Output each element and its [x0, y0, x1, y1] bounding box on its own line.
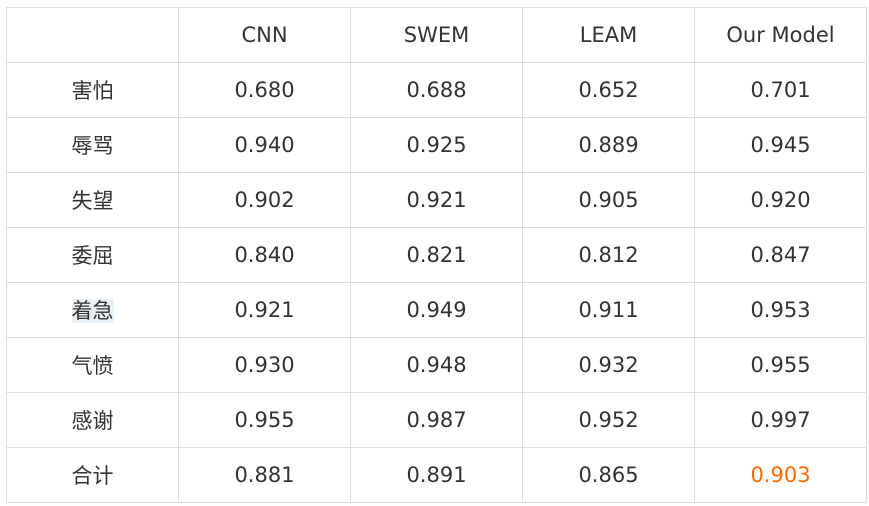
header-cell: LEAM: [522, 7, 695, 63]
value-cell: 0.688: [350, 62, 523, 118]
value-cell: 0.921: [350, 172, 523, 228]
header-cell: CNN: [178, 7, 351, 63]
value-cell: 0.987: [350, 392, 523, 448]
value-cell: 0.680: [178, 62, 351, 118]
data-row: 害怕 0.680 0.688 0.652 0.701: [6, 62, 867, 118]
value-cell: 0.889: [522, 117, 695, 173]
row-label: 气愤: [6, 337, 179, 393]
value-cell: 0.920: [694, 172, 867, 228]
value-cell: 0.847: [694, 227, 867, 283]
header-cell: SWEM: [350, 7, 523, 63]
row-label: 辱骂: [6, 117, 179, 173]
value-cell: 0.953: [694, 282, 867, 338]
value-cell: 0.902: [178, 172, 351, 228]
value-cell: 0.821: [350, 227, 523, 283]
row-label: 合计: [6, 447, 179, 503]
value-cell: 0.891: [350, 447, 523, 503]
value-cell: 0.949: [350, 282, 523, 338]
row-label: 着急: [6, 282, 179, 338]
value-cell: 0.840: [178, 227, 351, 283]
value-cell: 0.940: [178, 117, 351, 173]
value-cell: 0.997: [694, 392, 867, 448]
value-cell: 0.701: [694, 62, 867, 118]
header-row: CNN SWEM LEAM Our Model: [6, 7, 867, 63]
data-row: 气愤 0.930 0.948 0.932 0.955: [6, 337, 867, 393]
value-cell: 0.955: [694, 337, 867, 393]
data-row: 合计 0.881 0.891 0.865 0.903: [6, 447, 867, 503]
table-body: CNN SWEM LEAM Our Model 害怕 0.680 0.688 0.652 0.7…: [6, 7, 867, 503]
header-cell: Our Model: [694, 7, 867, 63]
data-row: 辱骂 0.940 0.925 0.889 0.945: [6, 117, 867, 173]
value-cell: 0.881: [178, 447, 351, 503]
value-cell: 0.905: [522, 172, 695, 228]
results-table: CNN SWEM LEAM Our Model 害怕 0.680 0.688 0.652 0.7…: [6, 7, 867, 503]
value-cell: 0.932: [522, 337, 695, 393]
row-label: 失望: [6, 172, 179, 228]
data-row: 着急 0.921 0.949 0.911 0.953: [6, 282, 867, 338]
value-cell: 0.921: [178, 282, 351, 338]
selected-text: 着急: [71, 299, 114, 323]
value-cell: 0.652: [522, 62, 695, 118]
value-cell: 0.865: [522, 447, 695, 503]
data-row: 委屈 0.840 0.821 0.812 0.847: [6, 227, 867, 283]
corner-cell: [6, 7, 179, 63]
value-cell: 0.925: [350, 117, 523, 173]
value-cell: 0.945: [694, 117, 867, 173]
row-label: 委屈: [6, 227, 179, 283]
value-cell: 0.812: [522, 227, 695, 283]
value-cell: 0.930: [178, 337, 351, 393]
value-cell: 0.948: [350, 337, 523, 393]
value-cell: 0.952: [522, 392, 695, 448]
value-cell: 0.955: [178, 392, 351, 448]
data-row: 失望 0.902 0.921 0.905 0.920: [6, 172, 867, 228]
data-row: 感谢 0.955 0.987 0.952 0.997: [6, 392, 867, 448]
row-label: 感谢: [6, 392, 179, 448]
value-cell: 0.903: [694, 447, 867, 503]
row-label: 害怕: [6, 62, 179, 118]
value-cell: 0.911: [522, 282, 695, 338]
